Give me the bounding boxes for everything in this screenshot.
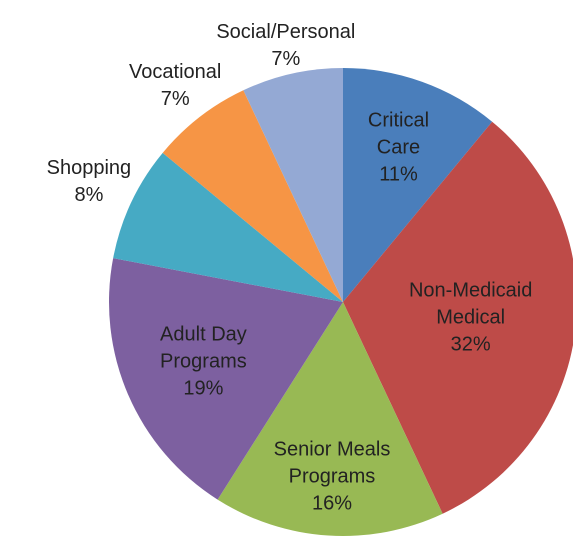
slice-label: Social/Personal 7% bbox=[196, 19, 376, 73]
value-label: 32% bbox=[450, 333, 491, 356]
pie-slice bbox=[343, 121, 573, 514]
value-label: 16% bbox=[311, 492, 352, 515]
category-label: Adult Day Programs bbox=[160, 323, 247, 373]
slice-label: Non-Medicaid Medical 32% bbox=[396, 278, 546, 359]
category-label: Non-Medicaid Medical bbox=[408, 279, 533, 329]
category-label: Vocational bbox=[129, 60, 222, 83]
category-label: Social/Personal bbox=[216, 21, 356, 44]
slice-label: Vocational 7% bbox=[110, 59, 240, 113]
value-label: 19% bbox=[183, 377, 224, 400]
slice-label: Shopping 8% bbox=[34, 155, 144, 209]
value-label: 8% bbox=[74, 184, 104, 207]
pie-slice bbox=[113, 152, 344, 302]
value-label: 7% bbox=[271, 48, 301, 71]
category-label: Senior Meals Programs bbox=[273, 438, 391, 488]
slice-label: Senior Meals Programs 16% bbox=[264, 437, 399, 518]
pie-slice bbox=[243, 68, 343, 302]
value-label: 11% bbox=[379, 163, 418, 186]
pie-slice bbox=[109, 258, 343, 500]
pie-slice bbox=[217, 302, 443, 536]
category-label: Shopping bbox=[46, 157, 132, 180]
slice-label: Critical Care 11% bbox=[351, 107, 446, 188]
category-label: Critical Care bbox=[367, 109, 430, 159]
pie-slice bbox=[343, 68, 493, 302]
value-label: 7% bbox=[160, 87, 190, 110]
slice-label: Adult Day Programs 19% bbox=[146, 322, 261, 403]
pie-slice bbox=[162, 90, 343, 302]
